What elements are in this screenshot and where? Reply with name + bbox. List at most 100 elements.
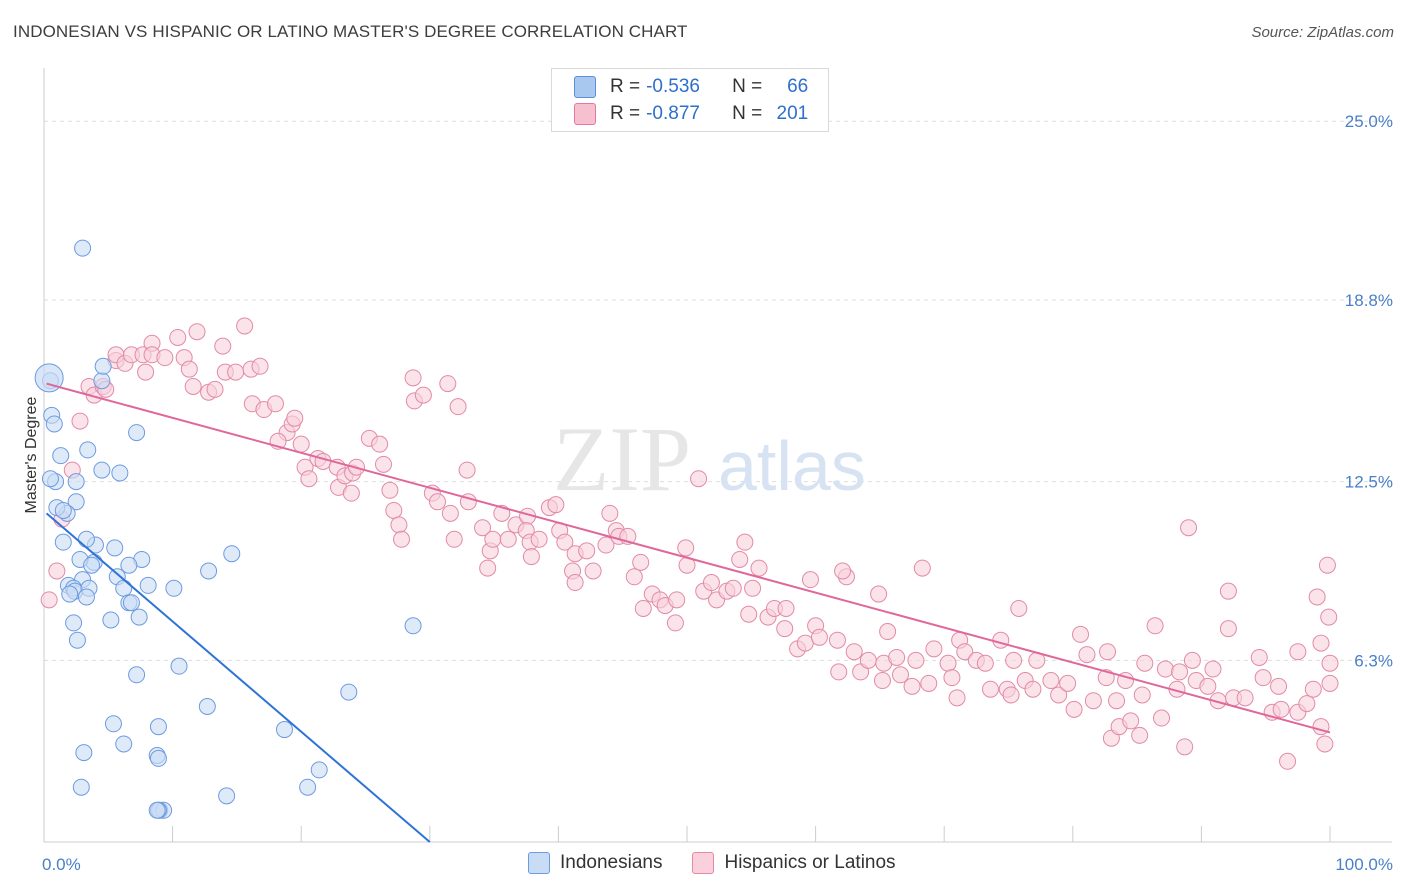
legend-item-indonesians[interactable]: Indonesians <box>528 852 662 874</box>
data-point <box>522 548 540 566</box>
legend-r-label: R = <box>610 76 641 97</box>
data-point <box>1320 608 1338 626</box>
data-point <box>75 744 93 762</box>
data-point <box>913 559 931 577</box>
data-point <box>54 501 72 519</box>
data-point <box>79 441 97 459</box>
data-point <box>1084 692 1102 710</box>
data-point <box>891 666 909 684</box>
data-point <box>371 435 389 453</box>
data-point <box>206 380 224 398</box>
data-point <box>393 530 411 548</box>
data-point <box>148 801 166 819</box>
data-point <box>920 674 938 692</box>
data-point <box>956 643 974 661</box>
data-point <box>948 689 966 707</box>
data-point <box>54 533 72 551</box>
data-point <box>736 533 754 551</box>
data-point <box>724 579 742 597</box>
data-point <box>1024 680 1042 698</box>
legend-row-indonesians: R = -0.536 N = 66 <box>574 75 808 99</box>
data-point <box>907 651 925 669</box>
data-point <box>122 594 140 612</box>
data-point <box>1099 643 1117 661</box>
data-point <box>845 643 863 661</box>
data-point <box>441 504 459 522</box>
data-point <box>77 530 95 548</box>
data-point <box>449 398 467 416</box>
data-point <box>292 435 310 453</box>
data-point <box>1072 625 1090 643</box>
data-point <box>65 614 83 632</box>
data-point <box>184 377 202 395</box>
data-point <box>731 550 749 568</box>
data-point <box>1272 700 1290 718</box>
data-point <box>1078 646 1096 664</box>
data-point <box>750 559 768 577</box>
data-point <box>139 576 157 594</box>
data-point <box>130 608 148 626</box>
data-point <box>601 504 619 522</box>
data-point <box>566 574 584 592</box>
data-point <box>1289 643 1307 661</box>
data-point <box>214 337 232 355</box>
y-axis-label: Master's Degree <box>23 396 40 513</box>
legend-swatch-indonesians <box>528 852 550 874</box>
data-point <box>1131 726 1149 744</box>
data-point <box>547 496 565 514</box>
data-point <box>1321 674 1339 692</box>
data-point <box>1254 669 1272 687</box>
y-tick-label: 12.5% <box>1345 473 1393 492</box>
data-point <box>299 778 317 796</box>
data-point <box>1010 599 1028 617</box>
series-legend: Indonesians Hispanics or Latinos <box>528 852 926 874</box>
data-point <box>414 386 432 404</box>
data-point <box>169 328 187 346</box>
data-point <box>45 415 63 433</box>
data-point <box>1199 677 1217 695</box>
data-point <box>903 677 921 695</box>
data-point <box>1236 689 1254 707</box>
data-point <box>165 579 183 597</box>
data-point <box>976 654 994 672</box>
data-point <box>632 553 650 571</box>
data-point <box>48 562 66 580</box>
y-tick-labels: 6.3% 12.5% 18.8% 25.0% <box>1345 112 1393 670</box>
data-point <box>668 591 686 609</box>
data-point <box>429 493 447 511</box>
data-point <box>677 539 695 557</box>
data-point <box>625 568 643 586</box>
data-point <box>1059 674 1077 692</box>
data-point <box>128 424 146 442</box>
data-point <box>830 663 848 681</box>
legend-n-label: N = <box>732 76 763 97</box>
data-point <box>170 657 188 675</box>
data-point <box>474 519 492 537</box>
data-point <box>859 651 877 669</box>
data-point <box>102 611 120 629</box>
data-point <box>251 357 269 375</box>
data-point <box>1219 620 1237 638</box>
data-point <box>300 470 318 488</box>
data-point <box>67 473 85 491</box>
data-point <box>776 620 794 638</box>
data-point <box>1219 582 1237 600</box>
data-point <box>266 395 284 413</box>
data-point <box>939 654 957 672</box>
data-point <box>180 360 198 378</box>
data-point <box>556 533 574 551</box>
data-point <box>499 530 517 548</box>
data-point <box>1308 588 1326 606</box>
data-point <box>943 669 961 687</box>
legend-item-hispanics[interactable]: Hispanics or Latinos <box>692 852 896 874</box>
data-point <box>286 409 304 427</box>
data-point <box>1108 692 1126 710</box>
data-point <box>597 536 615 554</box>
watermark: ZIP atlas <box>553 408 866 510</box>
data-point <box>111 464 129 482</box>
x-tick-label: 0.0% <box>42 855 81 874</box>
data-point <box>149 718 167 736</box>
watermark-zip: ZIP <box>553 408 691 510</box>
data-point <box>223 545 241 563</box>
